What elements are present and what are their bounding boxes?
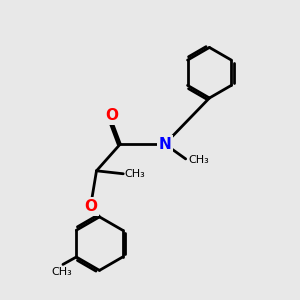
Text: CH₃: CH₃ <box>125 169 146 179</box>
Text: O: O <box>105 108 118 123</box>
Text: CH₃: CH₃ <box>189 155 209 165</box>
Text: O: O <box>84 199 97 214</box>
Text: CH₃: CH₃ <box>51 267 72 278</box>
Text: N: N <box>158 136 171 152</box>
